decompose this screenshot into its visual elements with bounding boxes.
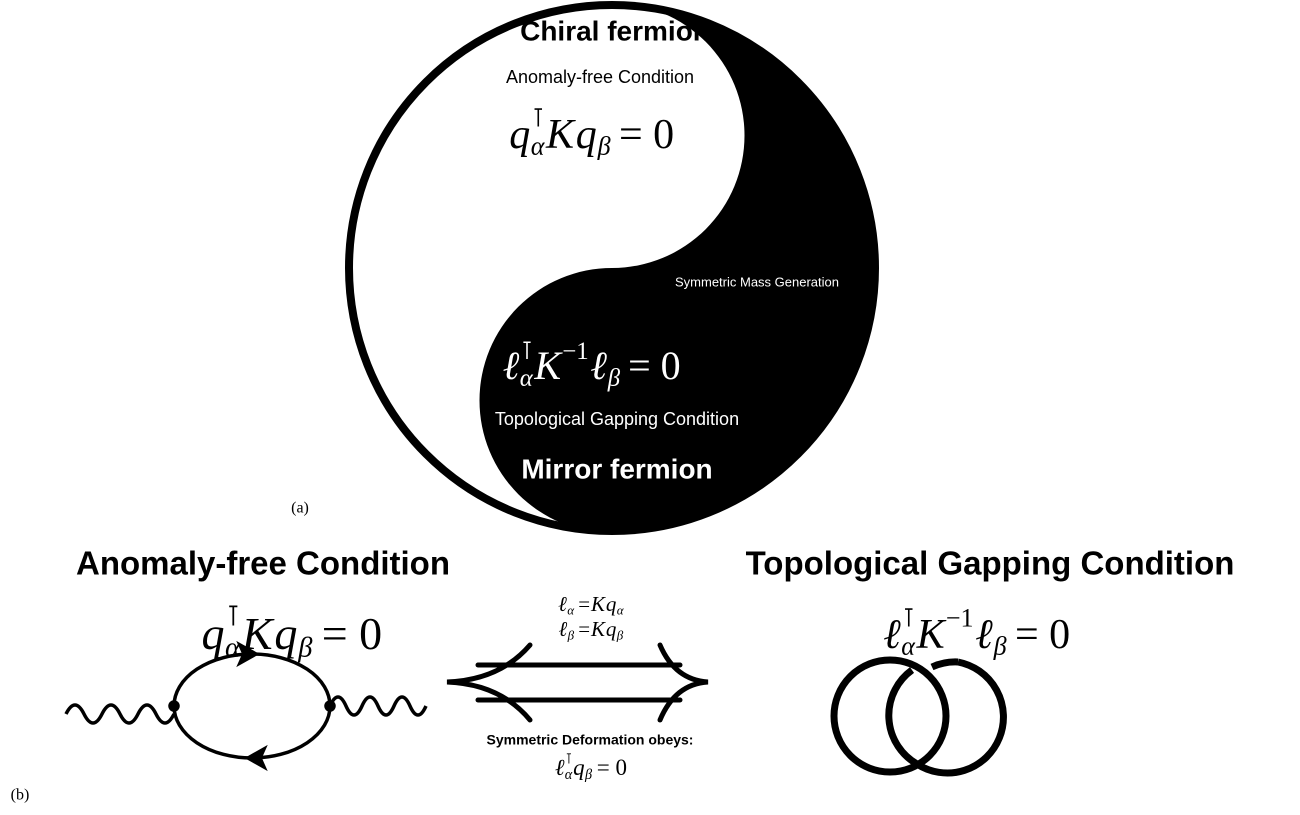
equation-term: = 0	[628, 343, 681, 388]
subscript: α	[901, 631, 916, 660]
equation: ℓ⊺αK−1ℓβ= 0	[883, 603, 1070, 660]
equation-term: ℓ	[558, 617, 567, 641]
subscript: β	[567, 627, 575, 642]
fermion-loop	[174, 654, 330, 758]
linked-rings	[834, 660, 1003, 773]
loop-arrow	[248, 749, 264, 767]
bottom-subtitle: Topological Gapping Condition	[495, 409, 739, 429]
subscript: β	[993, 631, 1007, 660]
equation-term: ℓ	[558, 592, 567, 616]
right-title: Topological Gapping Condition	[746, 545, 1235, 582]
equation-term: q	[576, 112, 597, 158]
superscript: ⊺	[531, 103, 545, 132]
bottom-title: Mirror fermion	[521, 453, 712, 484]
vertex	[326, 702, 334, 710]
ring	[932, 662, 958, 667]
equation: q⊺αKqβ= 0	[202, 601, 383, 663]
left-title: Anomaly-free Condition	[76, 545, 450, 582]
superscript: −1	[562, 338, 588, 365]
equation-term: q	[274, 608, 297, 659]
subscript: α	[531, 131, 546, 160]
equation-term: ℓ	[503, 343, 520, 388]
equation: ℓ⊺αK−1ℓβ= 0	[503, 338, 681, 392]
equation-term: q	[509, 112, 530, 158]
panel-label: (a)	[291, 500, 309, 517]
equation: ℓ⊺αqβ= 0	[555, 752, 627, 783]
superscript: ⊺	[902, 603, 916, 632]
equation-term: = 0	[322, 608, 382, 659]
double-arrow	[447, 645, 708, 720]
subscript: α	[225, 632, 241, 663]
equation-term: = 0	[597, 755, 627, 780]
subscript: β	[297, 632, 313, 663]
arrow-caption: Symmetric Deformation obeys:	[487, 732, 694, 748]
subscript: α	[520, 365, 534, 392]
equation: ℓβ=Kqβ	[558, 617, 623, 642]
top-title: Chiral fermion	[520, 15, 710, 46]
equation-term: K	[590, 592, 606, 616]
equation-term: =	[578, 617, 590, 641]
vertex	[170, 702, 178, 710]
subscript: α	[567, 602, 575, 617]
subscript: β	[607, 365, 621, 392]
equation-term: ℓ	[883, 612, 901, 658]
ring	[889, 670, 917, 764]
equation-term: q	[202, 608, 225, 659]
subscript: α	[617, 602, 625, 617]
superscript: −1	[946, 603, 974, 632]
equation-term: =	[578, 592, 590, 616]
subscript: β	[597, 131, 611, 160]
equation-term: q	[606, 592, 617, 616]
subscript: β	[616, 627, 624, 642]
top-subtitle: Anomaly-free Condition	[506, 67, 694, 87]
page: Chiral fermion Anomaly-free Condition Sy…	[0, 0, 1300, 815]
equation-term: = 0	[619, 112, 674, 158]
panel-label: (b)	[11, 787, 30, 804]
arrow-head-right	[660, 645, 708, 720]
equation-term: ℓ	[555, 755, 565, 780]
equation-term: K	[241, 608, 275, 659]
equation-term: K	[590, 617, 606, 641]
equation: q⊺αKqβ= 0	[509, 103, 674, 160]
photon-line	[330, 697, 426, 715]
feynman-diagram	[66, 645, 426, 767]
middle-label: Symmetric Mass Generation	[675, 274, 839, 289]
equation-term: K	[916, 612, 947, 658]
subscript: α	[565, 767, 573, 783]
figure: Chiral fermion Anomaly-free Condition Sy…	[0, 0, 1300, 815]
equation-term: K	[545, 112, 576, 158]
subscript: β	[584, 767, 593, 783]
equation-term: K	[533, 343, 563, 388]
superscript: ⊺	[520, 338, 533, 365]
equation-term: ℓ	[590, 343, 607, 388]
equation-term: q	[573, 755, 585, 780]
equation-term: = 0	[1015, 612, 1070, 658]
superscript: ⊺	[226, 601, 241, 632]
equation-term: ℓ	[975, 612, 993, 658]
equation: ℓα=Kqα	[558, 592, 625, 617]
photon-line	[66, 705, 174, 723]
equation-term: q	[606, 617, 617, 641]
superscript: ⊺	[565, 752, 572, 768]
arrow-head-left	[447, 645, 530, 720]
